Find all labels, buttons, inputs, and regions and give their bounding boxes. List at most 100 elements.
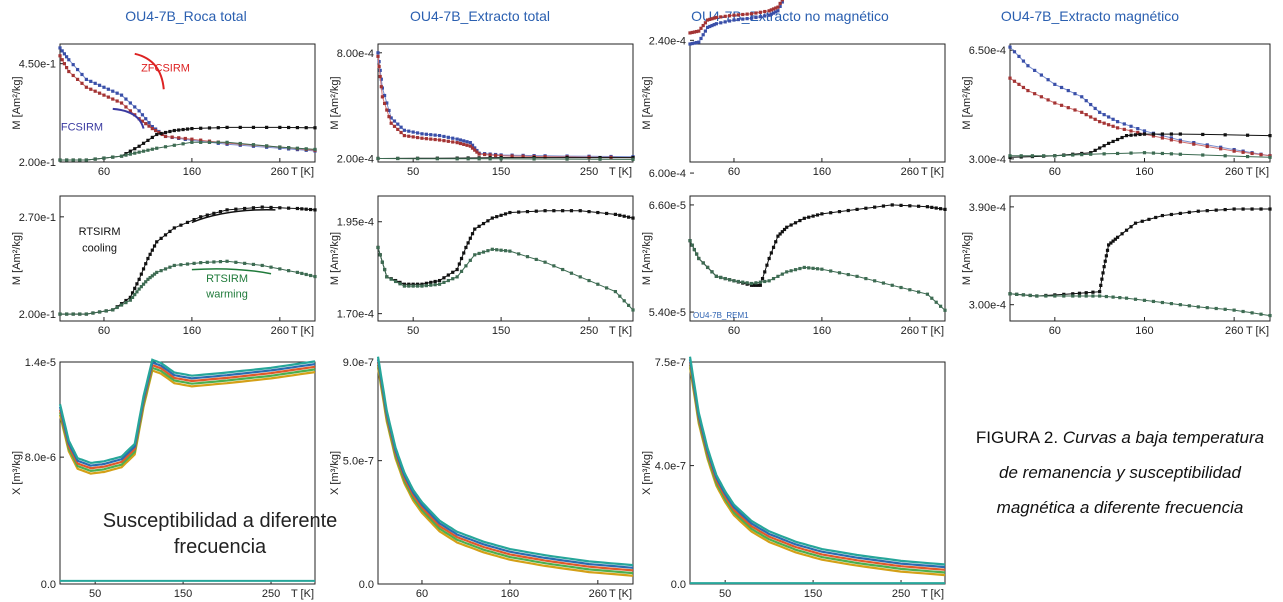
data-point-fc <box>60 49 64 53</box>
data-point-cool <box>561 209 565 213</box>
data-point-warm <box>1042 154 1046 158</box>
data-point-warm <box>376 245 380 250</box>
data-point-zfc <box>776 5 780 9</box>
x-tick-label: 160 <box>183 325 201 337</box>
data-point-cool <box>525 210 530 214</box>
data-point-zfc <box>475 150 479 154</box>
data-point-zfc <box>767 9 771 13</box>
data-point-zfc <box>451 140 455 144</box>
data-point-cool <box>172 128 176 133</box>
data-point-warm <box>719 275 723 280</box>
data-point-warm <box>119 154 124 158</box>
data-point-fc <box>473 146 477 150</box>
data-point-cool <box>144 262 148 266</box>
data-point-cool <box>873 205 877 209</box>
data-point-fc <box>776 9 780 13</box>
data-point-fc <box>763 14 767 18</box>
data-point-cool <box>168 229 172 234</box>
data-point-zfc <box>1129 129 1133 133</box>
data-point-cool <box>152 244 157 248</box>
x-tick-label: 150 <box>492 325 510 337</box>
data-point-zfc <box>1053 101 1057 105</box>
data-point-warm <box>243 261 247 265</box>
data-point-fc <box>701 33 705 37</box>
annotation-label: RTSIRM <box>79 226 121 238</box>
data-point-cool <box>587 210 591 214</box>
data-point-fc <box>1169 136 1173 140</box>
data-point-warm <box>135 290 139 294</box>
data-point-warm <box>1187 304 1191 308</box>
y-axis-label: M [Am²/kg] <box>11 232 23 285</box>
data-point-warm <box>723 276 727 281</box>
data-point-warm <box>205 260 209 264</box>
data-point-warm <box>141 282 146 286</box>
data-point-fc <box>378 68 382 73</box>
data-point-warm <box>199 261 203 265</box>
data-point-fc <box>64 55 69 59</box>
data-point-fc <box>458 138 463 142</box>
data-point-fc <box>1098 110 1102 114</box>
data-point-cool <box>155 132 159 137</box>
data-point-warm <box>525 255 530 259</box>
chart-panel-p00: 60 160 260 T [K] 4.50e-1 2.00e-1 M [Am²/kg] ZFC… <box>11 43 317 178</box>
data-point-cool <box>304 207 308 211</box>
data-point-warm <box>58 312 62 316</box>
data-point-warm <box>150 274 154 278</box>
series-line-warm <box>377 247 634 311</box>
data-point-warm <box>407 284 411 288</box>
data-point-cool <box>1169 132 1173 136</box>
data-point-cool <box>218 210 223 214</box>
data-point-zfc <box>402 133 406 138</box>
x-tick-label: 160 <box>1135 325 1153 337</box>
data-point-cool <box>1196 209 1200 213</box>
data-point-warm <box>150 147 154 151</box>
data-point-fc <box>62 52 66 56</box>
data-point-cool <box>150 135 154 140</box>
data-point-warm <box>1062 153 1066 158</box>
data-point-warm <box>152 272 157 276</box>
data-point-cool <box>605 211 609 216</box>
data-point-zfc <box>1039 95 1043 99</box>
data-point-cool <box>598 155 602 160</box>
data-point-zfc <box>437 138 442 142</box>
x-tick-label: 250 <box>580 325 598 337</box>
data-point-warm <box>124 300 128 305</box>
data-point-zfc <box>433 137 437 142</box>
data-point-warm <box>1133 297 1138 301</box>
data-point-warm <box>749 281 754 286</box>
data-point-cool <box>141 267 146 271</box>
data-point-zfc <box>499 154 503 158</box>
data-point-cool <box>185 220 190 224</box>
data-point-warm <box>218 260 223 264</box>
data-point-cool <box>596 210 600 215</box>
data-point-warm <box>837 271 842 275</box>
data-point-cool <box>1077 291 1082 295</box>
data-point-warm <box>225 259 229 263</box>
series-line-freq-1 <box>376 364 634 575</box>
data-point-zfc <box>690 30 694 35</box>
data-point-zfc <box>705 18 710 22</box>
y-tick-label: 8.00e-4 <box>337 48 374 60</box>
data-point-warm <box>855 274 859 278</box>
data-point-cool <box>300 207 304 211</box>
data-point-fc <box>1059 85 1064 90</box>
data-point-zfc <box>67 69 71 74</box>
y-tick-label: 2.00e-1 <box>19 309 56 321</box>
data-point-cool <box>1111 239 1115 243</box>
data-point-fc <box>1102 113 1106 117</box>
x-tick-label: 160 <box>813 325 831 337</box>
data-point-warm <box>216 140 220 144</box>
data-point-cool <box>778 232 782 236</box>
data-point-warm <box>578 275 582 279</box>
data-point-warm <box>758 280 762 284</box>
data-point-warm <box>141 149 146 153</box>
data-point-warm <box>309 273 313 278</box>
data-point-cool <box>503 212 508 216</box>
data-point-warm <box>91 311 95 315</box>
data-point-cool <box>313 126 317 130</box>
data-point-zfc <box>396 127 400 132</box>
data-point-fc <box>1080 95 1084 99</box>
data-point-warm <box>1232 308 1236 312</box>
data-point-cool <box>1154 215 1158 220</box>
data-point-warm <box>393 279 398 284</box>
